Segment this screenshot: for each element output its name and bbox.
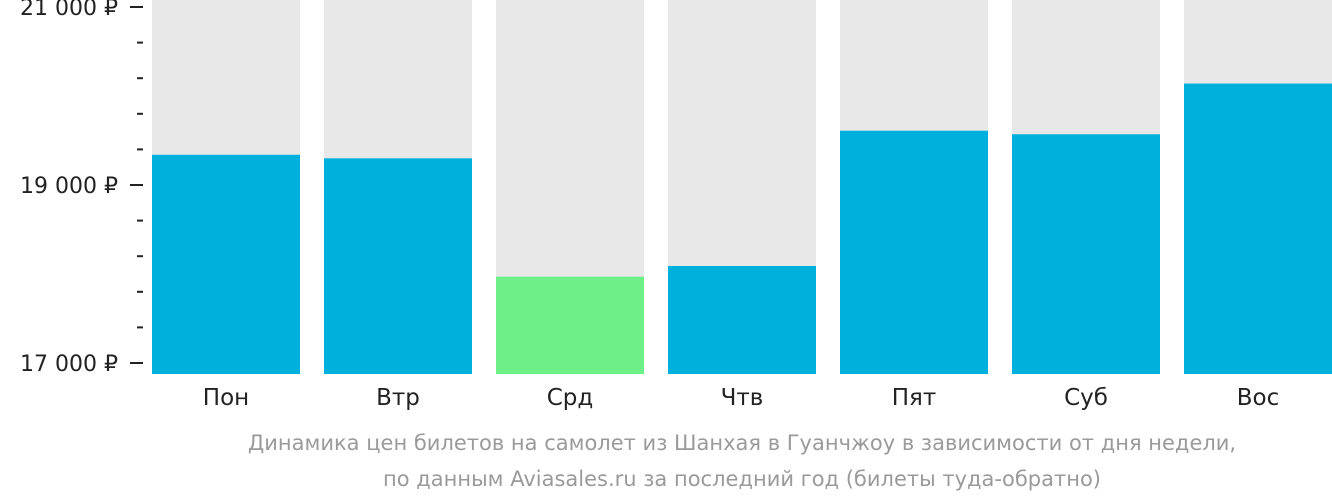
bars (152, 0, 1332, 374)
bar-5 (840, 130, 988, 374)
x-tick-label: Вос (1237, 385, 1280, 411)
y-tick-label: 19 000 ₽ (20, 174, 118, 199)
bar-2 (324, 158, 472, 374)
x-tick-label: Пят (892, 385, 937, 411)
bar-6 (1012, 134, 1160, 374)
chart-caption-line-2: по данным Aviasales.ru за последний год … (383, 467, 1101, 491)
x-tick-label: Суб (1064, 385, 1108, 411)
x-tick-label: Втр (376, 385, 420, 411)
y-tick-label: 17 000 ₽ (20, 352, 118, 377)
bar-3 (496, 276, 644, 374)
bar-1 (152, 154, 300, 374)
bar-4 (668, 265, 816, 374)
x-tick-label: Срд (547, 385, 594, 411)
x-axis: Пон Втр Срд Чтв Пят Суб Вос (203, 385, 1279, 411)
price-by-weekday-chart: 21 000 ₽ 19 000 ₽ 17 000 ₽ Пон Втр Срд Чтв Пят… (20, 0, 1332, 411)
y-axis: 21 000 ₽ 19 000 ₽ 17 000 ₽ (20, 0, 143, 377)
bar-7 (1184, 83, 1332, 374)
x-tick-label: Чтв (721, 385, 764, 411)
y-tick-label: 21 000 ₽ (20, 0, 118, 21)
x-tick-label: Пон (203, 385, 249, 411)
chart-caption-line-1: Динамика цен билетов на самолет из Шанха… (247, 431, 1237, 455)
